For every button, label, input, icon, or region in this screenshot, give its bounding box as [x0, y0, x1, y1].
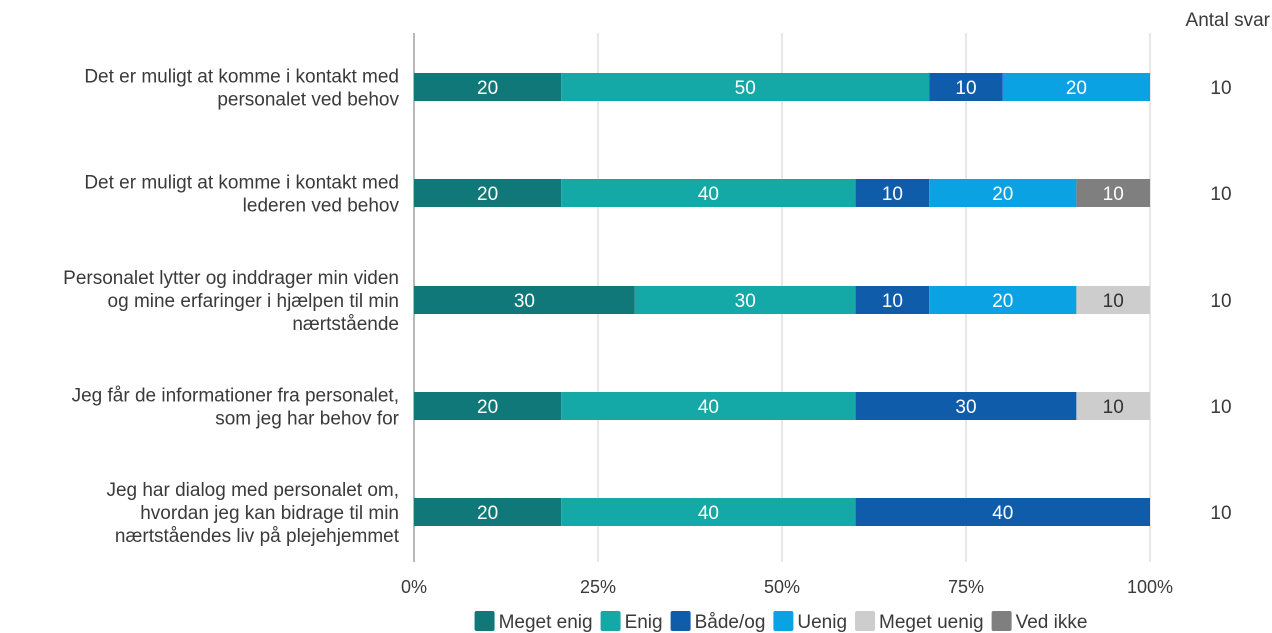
legend-item: Både/og: [670, 611, 766, 633]
legend-label: Både/og: [695, 612, 766, 633]
bar-segment: [855, 498, 1150, 526]
category-label: Jeg får de informationer fra personalet,: [72, 386, 399, 407]
legend-swatch: [991, 611, 1012, 631]
data-label: 20: [477, 78, 498, 99]
x-tick-label: 0%: [401, 577, 427, 597]
data-label: 10: [955, 78, 976, 99]
data-label: 30: [955, 397, 976, 418]
data-label: 20: [992, 184, 1013, 205]
x-tick-label: 25%: [580, 577, 616, 597]
legend-item: Uenig: [773, 611, 847, 633]
bar-segment: [634, 286, 856, 314]
bar-segment: [855, 286, 930, 314]
data-label: 10: [882, 291, 903, 312]
answer-count: 10: [1210, 78, 1231, 99]
data-label: 20: [477, 397, 498, 418]
data-label: 30: [514, 291, 535, 312]
x-tick-label: 50%: [764, 577, 800, 597]
x-tick-label: 100%: [1127, 577, 1173, 597]
bar-segment: [1076, 286, 1150, 314]
data-label: 20: [477, 184, 498, 205]
category-label: som jeg har behov for: [215, 409, 399, 430]
legend-item: Meget uenig: [855, 611, 984, 633]
category-labels: Det er muligt at komme i kontakt medpers…: [63, 67, 400, 548]
category-label: Det er muligt at komme i kontakt med: [84, 67, 399, 88]
bar-segment: [1002, 73, 1150, 101]
category-label: Det er muligt at komme i kontakt med: [84, 173, 399, 194]
category-label: Jeg har dialog med personalet om,: [106, 480, 399, 501]
legend: Meget enig Enig Både/og Uenig Meget uenig Ved…: [474, 611, 1088, 633]
x-axis-ticks: 0% 25% 50% 75% 100%: [401, 577, 1173, 597]
category-label: og mine erfaringer i hjælpen til min: [108, 291, 399, 312]
data-label: 20: [1066, 78, 1087, 99]
data-label: 50: [735, 78, 756, 99]
data-label: 20: [992, 291, 1013, 312]
count-header: Antal svar: [1186, 10, 1271, 31]
bar-segment: [1076, 392, 1150, 420]
bar-segment: [561, 392, 856, 420]
bar-segment: [929, 286, 1077, 314]
bar-segment: [855, 392, 1077, 420]
bar-segment: [414, 73, 562, 101]
bar-segment: [1076, 179, 1150, 207]
bars: 20 50 10 20 20 40 10 20 10 30 30 10 20 10 20 40 30 10 20 40…: [414, 73, 1150, 526]
bar-segment: [855, 179, 930, 207]
category-label: personalet ved behov: [217, 90, 399, 111]
legend-item: Enig: [600, 611, 663, 633]
bar-segment: [929, 179, 1077, 207]
answer-count: 10: [1210, 503, 1231, 524]
answer-count: 10: [1210, 184, 1231, 205]
bar-segment: [561, 179, 856, 207]
legend-swatch: [773, 611, 794, 631]
x-tick-label: 75%: [948, 577, 984, 597]
legend-swatch: [855, 611, 876, 631]
answer-count: 10: [1210, 291, 1231, 312]
data-label: 40: [698, 184, 719, 205]
data-label: 10: [1103, 184, 1124, 205]
category-label: nærtståendes liv på plejehjemmet: [115, 526, 400, 547]
bar-segment: [414, 498, 562, 526]
bar-segment: [414, 286, 635, 314]
category-label: hvordan jeg kan bidrage til min: [140, 503, 399, 524]
bar-segment: [561, 73, 930, 101]
legend-swatch: [600, 611, 621, 631]
category-label: Personalet lytter og inddrager min viden: [63, 268, 399, 289]
category-label: nærtstående: [292, 314, 399, 335]
bar-segment: [414, 179, 562, 207]
data-label: 40: [992, 503, 1013, 524]
category-label: lederen ved behov: [243, 196, 400, 217]
legend-label: Enig: [625, 612, 663, 633]
legend-item: Meget enig: [474, 611, 593, 633]
legend-label: Uenig: [797, 612, 847, 633]
bar-segment: [929, 73, 1003, 101]
data-label: 30: [735, 291, 756, 312]
legend-label: Meget enig: [499, 612, 593, 633]
answer-counts: Antal svar 10 10 10 10 10: [1186, 10, 1271, 524]
legend-label: Meget uenig: [879, 612, 984, 633]
data-label: 10: [1103, 291, 1124, 312]
answer-count: 10: [1210, 397, 1231, 418]
data-label: 20: [477, 503, 498, 524]
legend-swatch: [474, 611, 495, 631]
data-label: 40: [698, 503, 719, 524]
data-label: 10: [882, 184, 903, 205]
legend-swatch: [670, 611, 691, 631]
data-label: 40: [698, 397, 719, 418]
bar-segment: [414, 392, 562, 420]
data-label: 10: [1103, 397, 1124, 418]
bar-segment: [561, 498, 856, 526]
legend-label: Ved ikke: [1016, 612, 1088, 633]
legend-item: Ved ikke: [991, 611, 1088, 633]
